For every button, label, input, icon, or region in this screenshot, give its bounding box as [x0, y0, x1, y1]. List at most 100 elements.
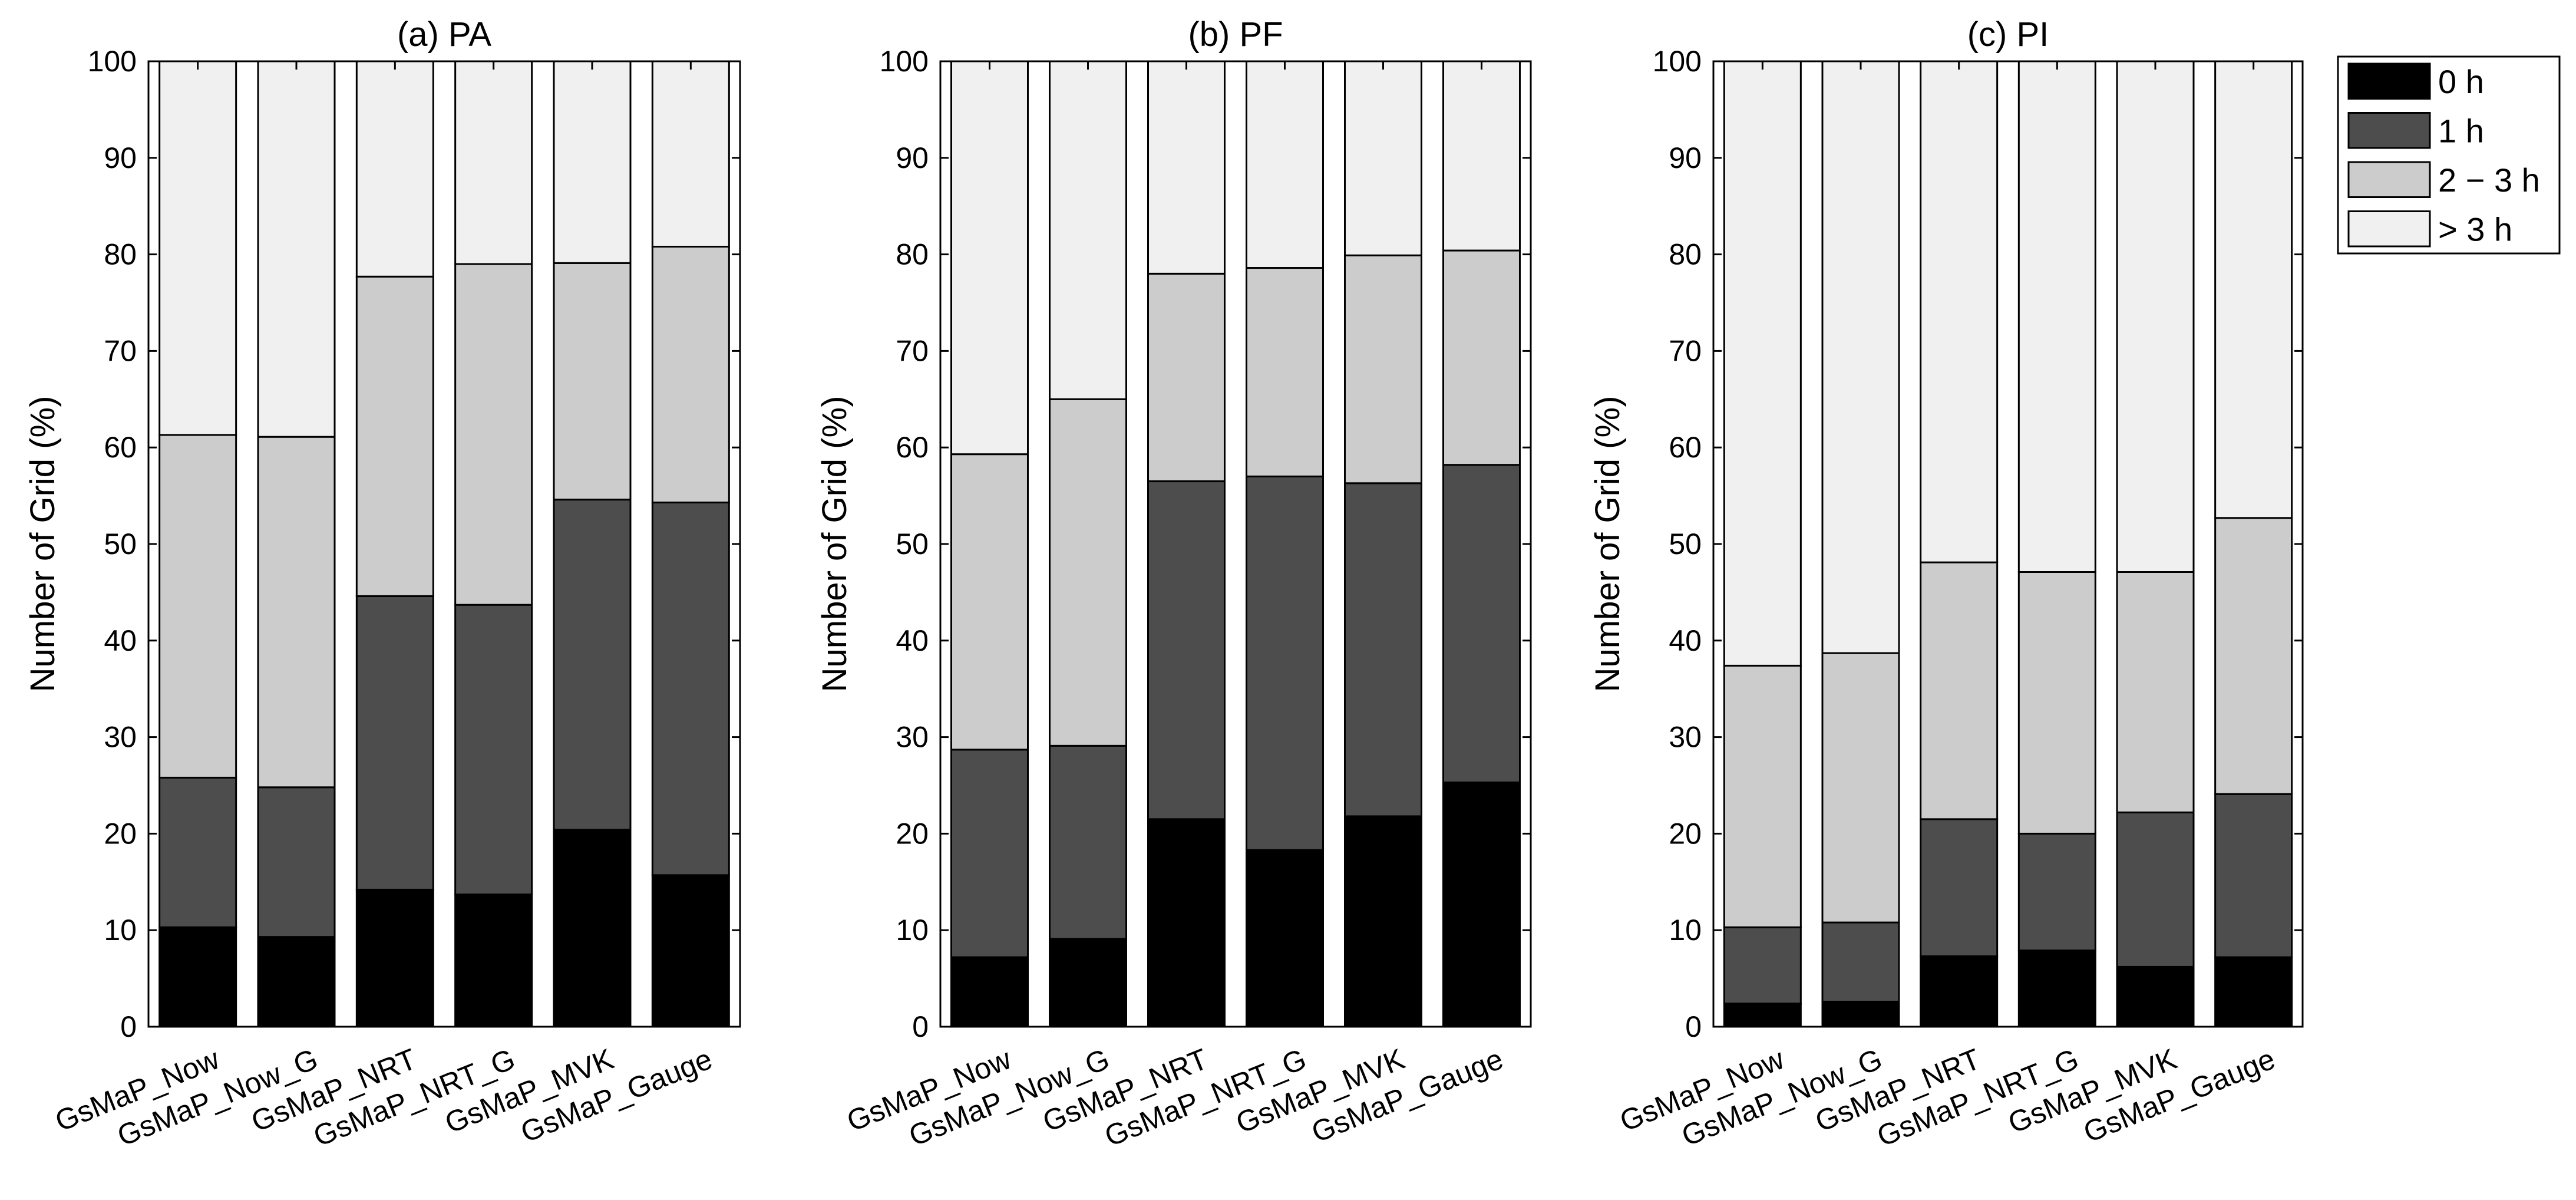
- panel-3-y-axis-label: Number of Grid (%): [1588, 396, 1627, 693]
- panel-3-bar-6-series-2: [2214, 793, 2293, 958]
- panel-2-y-tick-label-5: 40: [896, 624, 929, 657]
- chart-panels: GsMaP_NowGsMaP_Now_GGsMaP_NRTGsMaP_NRT_G…: [24, 15, 2304, 1153]
- panel-3-bar-3-series-1: [1920, 955, 1999, 1028]
- legend-swatch-3: [2347, 161, 2431, 198]
- panel-2-bar-6-series-3: [1442, 249, 1521, 466]
- panel-3-y-tick-label-7: 60: [1669, 431, 1702, 464]
- panel-1-bar-2-series-2: [257, 786, 336, 938]
- panel-2-bar-5-series-2: [1344, 482, 1422, 817]
- panel-1-bar-1-series-1: [158, 926, 237, 1028]
- panel-2-bar-4-series-3: [1246, 267, 1324, 477]
- legend-swatch-4: [2347, 210, 2431, 248]
- panel-2-bar-1-series-2: [950, 749, 1029, 958]
- panel-1-y-tick-label-8: 70: [104, 334, 137, 367]
- panel-1-bar-5-series-3: [553, 262, 632, 501]
- panel-1-bar-1-series-3: [158, 434, 237, 779]
- panel-2-y-tick-label-2: 10: [896, 914, 929, 947]
- legend-label-4: > 3 h: [2438, 210, 2512, 248]
- panel-2-y-tick-label-3: 20: [896, 817, 929, 850]
- legend-swatch-2: [2347, 112, 2431, 149]
- panel-2-y-tick-label-4: 30: [896, 721, 929, 754]
- panel-1-bar-3-series-4: [355, 60, 434, 278]
- panel-3-y-tick-label-4: 30: [1669, 721, 1702, 754]
- panel-2-bar-4-series-2: [1246, 475, 1324, 851]
- panel-2-bar-4-series-4: [1246, 60, 1324, 269]
- panel-2-bar-1-series-4: [950, 60, 1029, 456]
- panel-2-bar-4-series-1: [1246, 849, 1324, 1028]
- panel-1-bar-1-series-2: [158, 776, 237, 928]
- legend-label-2: 1 h: [2438, 112, 2484, 149]
- panel-2-bar-2-series-1: [1049, 938, 1127, 1028]
- panel-3-y-tick-label-2: 10: [1669, 914, 1702, 947]
- panel-3-bar-2-series-3: [1821, 652, 1900, 924]
- panel-2-bar-5-series-1: [1344, 815, 1422, 1028]
- panel-2-bar-3-series-1: [1147, 818, 1226, 1028]
- panel-3-bar-6-series-1: [2214, 956, 2293, 1028]
- panel-2-bar-3-series-3: [1147, 272, 1226, 483]
- panel-1-bar-4-series-4: [454, 60, 533, 265]
- panel-2-y-tick-label-9: 80: [896, 238, 929, 271]
- panel-3-y-tick-label-9: 80: [1669, 238, 1702, 271]
- panel-2-y-tick-label-7: 60: [896, 431, 929, 464]
- panel-1-y-tick-label-2: 10: [104, 914, 137, 947]
- panel-3-y-tick-label-3: 20: [1669, 817, 1702, 850]
- panel-3-bar-4-series-4: [2017, 60, 2096, 573]
- panel-1-y-tick-label-5: 40: [104, 624, 137, 657]
- panel-2-bar-5-series-4: [1344, 60, 1422, 256]
- panel-1-bar-4-series-3: [454, 263, 533, 606]
- panel-3-y-tick-label-10: 90: [1669, 141, 1702, 174]
- panel-2-bar-3-series-2: [1147, 480, 1226, 820]
- panel-3-bar-5-series-3: [2116, 571, 2195, 813]
- panel-3-bar-1-series-2: [1723, 926, 1802, 1005]
- panel-3-bar-4-series-3: [2017, 571, 2096, 835]
- panel-1-bar-4-series-1: [454, 894, 533, 1028]
- panel-3-y-tick-label-6: 50: [1669, 528, 1702, 561]
- panel-2: GsMaP_NowGsMaP_Now_GGsMaP_NRTGsMaP_NRT_G…: [815, 15, 1532, 1153]
- panel-3-title: (c) PI: [1967, 15, 2049, 54]
- panel-1-y-tick-label-11: 100: [88, 45, 137, 78]
- panel-1-bar-2-series-3: [257, 436, 336, 789]
- panel-2-y-axis-label: Number of Grid (%): [815, 396, 854, 693]
- panel-1-y-tick-label-9: 80: [104, 238, 137, 271]
- panel-3-bar-1-series-4: [1723, 60, 1802, 667]
- panel-2-title: (b) PF: [1188, 15, 1283, 54]
- panel-1-bar-2-series-4: [257, 60, 336, 438]
- panel-1-title: (a) PA: [397, 15, 491, 54]
- panel-2-bar-6-series-2: [1442, 464, 1521, 784]
- panel-2-bar-2-series-4: [1049, 60, 1127, 400]
- panel-2-y-tick-label-6: 50: [896, 528, 929, 561]
- panel-3-bar-3-series-3: [1920, 561, 1999, 820]
- legend-label-1: 0 h: [2438, 63, 2484, 100]
- panel-1-y-axis-label: Number of Grid (%): [24, 396, 62, 693]
- panel-1-y-tick-label-1: 0: [120, 1010, 137, 1043]
- panel-1-bar-6-series-2: [651, 502, 730, 876]
- panel-1-bar-5-series-4: [553, 60, 632, 264]
- panel-3-y-tick-label-11: 100: [1653, 45, 1702, 78]
- panel-1-bar-5-series-1: [553, 829, 632, 1028]
- panel-2-bar-3-series-4: [1147, 60, 1226, 275]
- panel-2-y-tick-label-11: 100: [880, 45, 929, 78]
- panel-1-bar-4-series-2: [454, 604, 533, 896]
- panel-2-bar-1-series-1: [950, 956, 1029, 1028]
- panel-1-y-tick-label-7: 60: [104, 431, 137, 464]
- panel-1-bar-1-series-4: [158, 60, 237, 436]
- panel-3-bar-5-series-2: [2116, 811, 2195, 968]
- panel-3-y-tick-label-5: 40: [1669, 624, 1702, 657]
- panel-1-y-tick-label-3: 20: [104, 817, 137, 850]
- panel-3-y-tick-label-8: 70: [1669, 334, 1702, 367]
- panel-2-bar-5-series-3: [1344, 254, 1422, 484]
- panel-3-bar-1-series-3: [1723, 664, 1802, 928]
- panel-2-bar-6-series-4: [1442, 60, 1521, 252]
- panel-1-bar-6-series-3: [651, 245, 730, 504]
- panel-2-bar-2-series-2: [1049, 744, 1127, 940]
- panel-1: GsMaP_NowGsMaP_Now_GGsMaP_NRTGsMaP_NRT_G…: [24, 15, 741, 1153]
- panel-1-y-tick-label-6: 50: [104, 528, 137, 561]
- panel-1-bar-6-series-1: [651, 874, 730, 1028]
- panel-1-bar-3-series-3: [355, 275, 434, 597]
- panel-2-bar-1-series-3: [950, 453, 1029, 751]
- panel-1-bar-6-series-4: [651, 60, 730, 248]
- panel-3-bar-3-series-2: [1920, 818, 1999, 957]
- panel-2-bar-2-series-3: [1049, 398, 1127, 747]
- legend: 0 h 1 h 2 − 3 h > 3 h: [2337, 55, 2561, 255]
